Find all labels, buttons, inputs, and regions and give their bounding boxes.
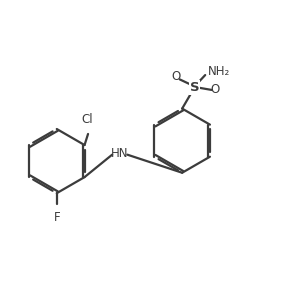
Text: HN: HN xyxy=(111,147,128,160)
Text: Cl: Cl xyxy=(82,113,93,126)
Text: O: O xyxy=(172,70,181,83)
Text: S: S xyxy=(190,81,199,94)
Text: O: O xyxy=(211,84,220,96)
Text: F: F xyxy=(54,211,60,224)
Text: NH₂: NH₂ xyxy=(207,65,230,78)
